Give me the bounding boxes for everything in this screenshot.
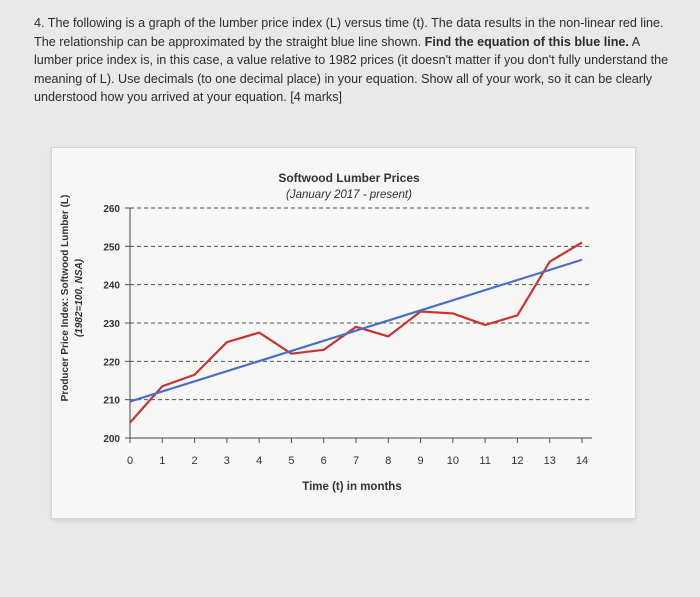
x-tick-label: 12 [511,455,523,467]
x-tick-label: 4 [256,455,262,467]
y-tick-label: 250 [103,242,120,253]
x-tick-label: 6 [321,455,327,467]
y-tick-label: 260 [103,204,120,215]
question-part2: A lumber price index is, in this case, a… [34,34,669,105]
question-part1: 4. The following is a graph of the lumbe… [34,16,664,49]
red-data-line [129,241,583,424]
question-bold-instruction: Find the equation of this blue line. [424,34,629,49]
y-tick-label: 210 [103,396,120,407]
x-tick-label: 9 [418,455,424,467]
x-tick-label: 5 [288,455,294,467]
chart-card: 200 210 220 230 240 250 260 0 1 2 3 4 5 6 7 8 9 10 11 12 13 1… [52,148,635,518]
y-axis-label-secondary: (1982=100, NSA) [74,258,85,337]
x-tick-label: 3 [224,455,230,467]
x-tick-label: 2 [192,455,198,467]
question-text: 4. The following is a graph of the lumbe… [34,14,674,107]
blue-trend-line [129,258,583,403]
chart-subtitle: (January 2017 - present) [286,189,412,201]
x-tick-label: 1 [159,455,165,467]
chart-title: Softwood Lumber Prices [278,171,420,185]
y-tick-label: 230 [103,319,120,330]
y-axis-label: Producer Price Index: Softwood Lumber (L… [60,195,71,402]
x-tick-label: 11 [479,455,490,467]
x-tick-label: 7 [353,455,359,467]
x-axis-label: Time (t) in months [302,481,401,493]
x-tick-label: 8 [385,455,391,467]
x-tick-label: 14 [576,455,588,467]
y-tick-label: 220 [103,357,120,368]
y-tick-label: 240 [103,281,120,292]
y-tick-label: 200 [103,434,120,445]
x-tick-label: 13 [544,455,556,467]
x-tick-label: 10 [447,455,459,467]
x-tick-label: 0 [127,455,133,467]
